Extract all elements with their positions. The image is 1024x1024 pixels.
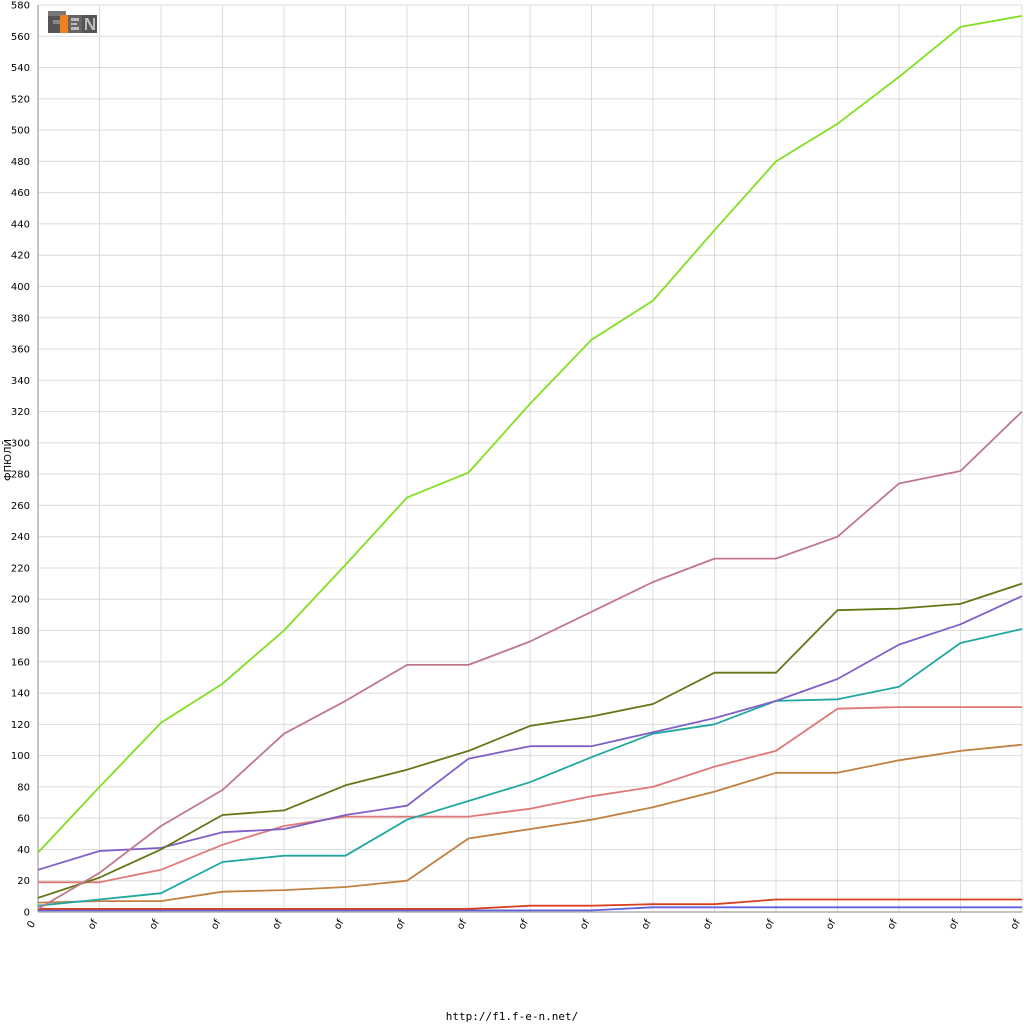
series-line-3 (37, 595, 1023, 871)
chart-axes (37, 5, 1022, 913)
series-line-5 (38, 706, 1022, 884)
series-line-8 (38, 906, 1022, 912)
y-tick-label: 200 (11, 595, 30, 606)
y-tick-label: 560 (11, 32, 30, 43)
x-tick-label: of (271, 917, 286, 931)
series-line-2 (37, 582, 1023, 899)
y-tick-label: 500 (11, 126, 30, 137)
y-tick-label: 280 (11, 470, 30, 481)
footer-url[interactable]: http://f1.f-e-n.net/ (445, 1010, 579, 1023)
y-tick-label: 460 (11, 188, 30, 199)
x-tick-label: of (824, 917, 839, 931)
y-tick-label: 480 (11, 157, 30, 168)
f1en-logo (47, 8, 99, 36)
x-tick-label: of (332, 917, 347, 931)
y-tick-label: 40 (17, 845, 30, 856)
y-tick-label: 360 (11, 345, 30, 356)
y-tick-label: 140 (11, 689, 30, 700)
x-tick-label: of (763, 917, 778, 931)
x-tick-label: of (578, 917, 593, 931)
x-tick-label: of (86, 917, 101, 931)
chart-grid (37, 4, 1023, 913)
x-tick-label: of (455, 917, 470, 931)
y-tick-label: 300 (11, 438, 30, 449)
y-tick-label: 240 (11, 532, 30, 543)
y-tick-label: 260 (11, 501, 30, 512)
y-tick-label: 0 (24, 908, 30, 919)
x-tick-label: of (1009, 917, 1024, 931)
y-tick-label: 400 (11, 282, 30, 293)
y-tick-label: 440 (11, 219, 30, 230)
y-tick-label: 80 (17, 782, 30, 793)
x-tick-label: of (148, 917, 163, 931)
y-tick-label: 20 (17, 876, 30, 887)
series-line-6 (37, 743, 1023, 904)
x-tick-label: of (886, 917, 901, 931)
x-tick-label: of (640, 917, 655, 931)
x-tick-label: of (947, 917, 962, 931)
series-lines (37, 15, 1023, 912)
y-tick-label: 380 (11, 313, 30, 324)
y-tick-label: 420 (11, 251, 30, 262)
y-axis-label: ФПЮЛЙ (1, 439, 14, 481)
y-tick-label: 60 (17, 814, 30, 825)
x-tick-label: of (209, 917, 224, 931)
x-tick-labels: 0 of of of of of of of of of of of of of of of of (25, 917, 1023, 931)
y-tick-label: 340 (11, 376, 30, 387)
y-tick-labels: 0 20 40 60 80 100 120 140 160 180 200 220 240 260 280 3… (11, 1, 30, 919)
y-tick-label: 120 (11, 720, 30, 731)
y-tick-label: 540 (11, 63, 30, 74)
series-line-1 (37, 410, 1023, 910)
series-line-4 (37, 628, 1023, 907)
x-tick-label: 0 (25, 919, 38, 930)
logo-graphic (48, 11, 97, 33)
y-tick-label: 520 (11, 94, 30, 105)
y-tick-label: 220 (11, 563, 30, 574)
y-tick-label: 160 (11, 657, 30, 668)
y-tick-label: 180 (11, 626, 30, 637)
series-line-0 (37, 15, 1023, 854)
x-tick-label: of (701, 917, 716, 931)
series-line-7 (38, 898, 1022, 910)
y-tick-label: 580 (11, 1, 30, 12)
x-tick-label: of (517, 917, 532, 931)
y-tick-label: 320 (11, 407, 30, 418)
x-tick-label: of (394, 917, 409, 931)
y-tick-label: 100 (11, 751, 30, 762)
